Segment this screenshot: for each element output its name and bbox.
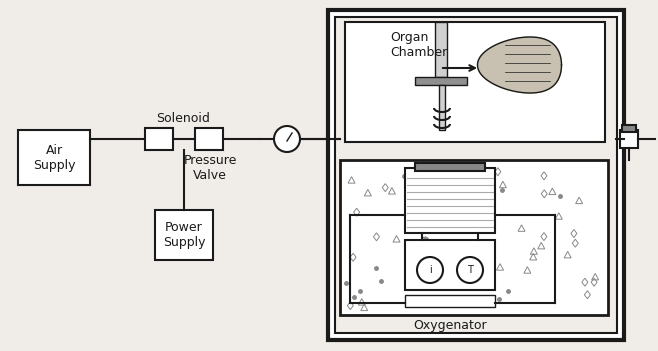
- Bar: [405, 240, 495, 290]
- Bar: [439, 85, 445, 130]
- Bar: [155, 210, 213, 260]
- Text: Air
Supply: Air Supply: [33, 144, 75, 172]
- Bar: [415, 77, 467, 85]
- Text: Pressure
Valve: Pressure Valve: [184, 154, 237, 182]
- Polygon shape: [478, 37, 561, 93]
- Bar: [620, 130, 638, 148]
- Circle shape: [274, 126, 300, 152]
- Bar: [340, 160, 608, 315]
- Circle shape: [417, 257, 443, 283]
- Text: Organ
Chamber: Organ Chamber: [390, 31, 447, 59]
- Text: Oxygenator: Oxygenator: [413, 318, 487, 331]
- Bar: [345, 22, 605, 142]
- Bar: [328, 10, 624, 340]
- Bar: [195, 128, 223, 150]
- Bar: [18, 130, 90, 185]
- Bar: [435, 22, 447, 77]
- Bar: [145, 128, 173, 150]
- Circle shape: [457, 257, 483, 283]
- Bar: [405, 295, 495, 307]
- Text: Power
Supply: Power Supply: [163, 221, 205, 249]
- Text: Solenoid: Solenoid: [156, 112, 210, 125]
- Text: T: T: [467, 265, 473, 275]
- Bar: [622, 125, 636, 132]
- Bar: [405, 168, 495, 233]
- Bar: [335, 17, 617, 333]
- Bar: [415, 163, 485, 171]
- Text: i: i: [428, 265, 432, 275]
